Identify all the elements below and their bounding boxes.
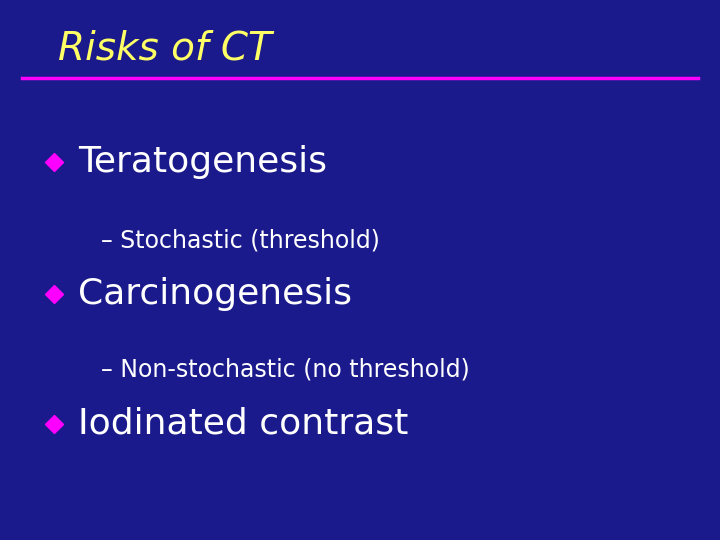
Text: Teratogenesis: Teratogenesis — [78, 145, 327, 179]
Text: Carcinogenesis: Carcinogenesis — [78, 278, 352, 311]
Text: Iodinated contrast: Iodinated contrast — [78, 407, 408, 441]
Text: – Stochastic (threshold): – Stochastic (threshold) — [101, 228, 379, 252]
Text: – Non-stochastic (no threshold): – Non-stochastic (no threshold) — [101, 358, 469, 382]
Text: Risks of CT: Risks of CT — [58, 30, 271, 68]
